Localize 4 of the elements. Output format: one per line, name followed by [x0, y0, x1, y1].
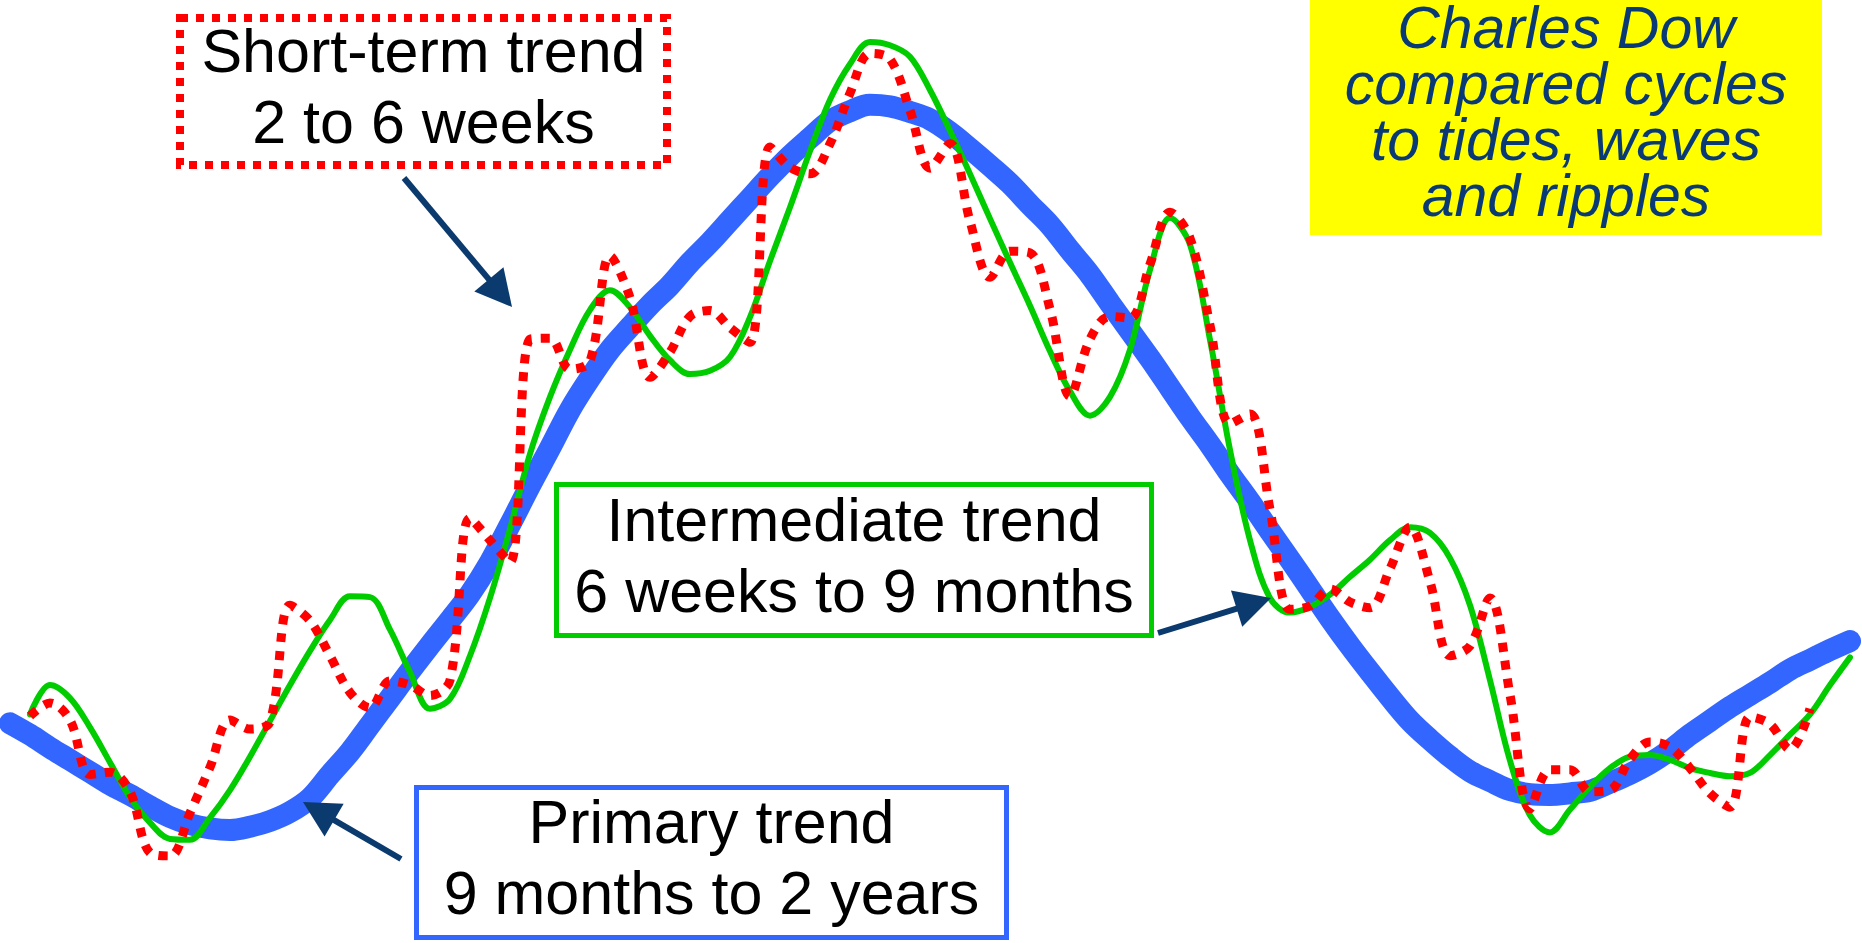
series-label: Primary trend 9 months to 2 years	[443, 787, 980, 929]
series-label: Intermediate trend 6 weeks to 9 months	[574, 484, 1134, 627]
annotation: Charles Dow compared cycles to tides, waves and ripples	[1344, 0, 1788, 229]
series-label: Short-term trend 2 to 6 weeks	[201, 16, 646, 158]
